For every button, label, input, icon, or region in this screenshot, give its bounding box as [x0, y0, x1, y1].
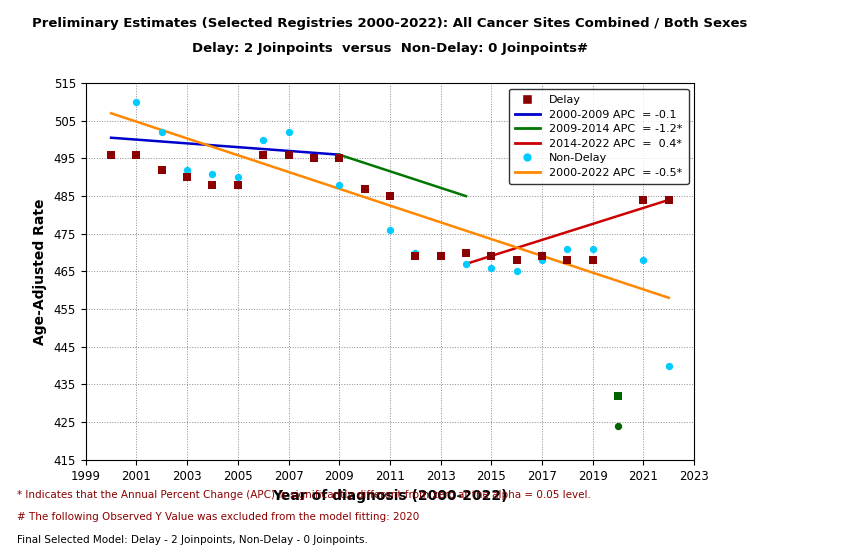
- Point: [484, 263, 498, 272]
- Point: [180, 165, 194, 174]
- Point: [206, 181, 219, 189]
- Point: [333, 181, 346, 189]
- Point: [282, 127, 296, 136]
- Point: [611, 422, 625, 430]
- Point: [129, 98, 143, 106]
- Point: [560, 256, 574, 265]
- Point: [586, 256, 600, 265]
- Point: [231, 173, 245, 182]
- Point: [611, 391, 625, 400]
- Point: [536, 256, 549, 265]
- Point: [560, 244, 574, 253]
- Point: [256, 135, 270, 144]
- Text: Preliminary Estimates (Selected Registries 2000-2022): All Cancer Sites Combined: Preliminary Estimates (Selected Registri…: [33, 17, 747, 29]
- Text: Delay: 2 Joinpoints  versus  Non-Delay: 0 Joinpoints#: Delay: 2 Joinpoints versus Non-Delay: 0 …: [192, 42, 588, 54]
- Point: [510, 256, 524, 265]
- Point: [637, 256, 650, 265]
- Point: [434, 252, 447, 261]
- Point: [155, 127, 169, 136]
- Point: [586, 244, 600, 253]
- Point: [307, 154, 321, 163]
- Point: [662, 361, 675, 370]
- Point: [510, 267, 524, 276]
- X-axis label: Year of diagnosis (2000-2022): Year of diagnosis (2000-2022): [273, 490, 507, 504]
- Point: [231, 181, 245, 189]
- Point: [484, 252, 498, 261]
- Point: [333, 154, 346, 163]
- Y-axis label: Age-Adjusted Rate: Age-Adjusted Rate: [33, 198, 46, 345]
- Text: * Indicates that the Annual Percent Change (APC) is significantly different from: * Indicates that the Annual Percent Chan…: [17, 490, 591, 500]
- Point: [307, 154, 321, 163]
- Point: [357, 184, 371, 193]
- Point: [459, 248, 473, 257]
- Point: [180, 173, 194, 182]
- Point: [383, 225, 397, 234]
- Point: [256, 150, 270, 159]
- Point: [409, 248, 423, 257]
- Point: [637, 196, 650, 204]
- Point: [282, 150, 296, 159]
- Text: Final Selected Model: Delay - 2 Joinpoints, Non-Delay - 0 Joinpoints.: Final Selected Model: Delay - 2 Joinpoin…: [17, 535, 368, 545]
- Point: [383, 192, 397, 201]
- Point: [434, 252, 447, 261]
- Point: [662, 196, 675, 204]
- Text: # The following Observed Y Value was excluded from the model fitting: 2020: # The following Observed Y Value was exc…: [17, 512, 419, 522]
- Point: [206, 169, 219, 178]
- Point: [357, 184, 371, 193]
- Legend: Delay, 2000-2009 APC  = -0.1, 2009-2014 APC  = -1.2*, 2014-2022 APC  =  0.4*, No: Delay, 2000-2009 APC = -0.1, 2009-2014 A…: [508, 89, 689, 184]
- Point: [105, 150, 118, 159]
- Point: [105, 150, 118, 159]
- Point: [459, 259, 473, 268]
- Point: [536, 252, 549, 261]
- Point: [129, 150, 143, 159]
- Point: [409, 252, 423, 261]
- Point: [155, 165, 169, 174]
